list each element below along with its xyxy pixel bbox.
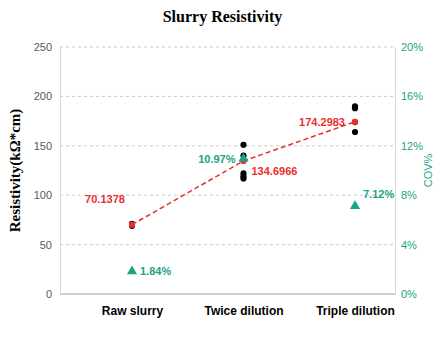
scatter-point — [127, 265, 137, 274]
grid-line — [60, 47, 395, 48]
scatter-point — [240, 142, 246, 148]
scatter-point — [238, 153, 248, 162]
grid-line — [60, 96, 395, 97]
y-tick-label: 150 — [34, 140, 52, 152]
grid-line — [60, 294, 395, 295]
line-marker — [352, 119, 358, 125]
chart: Slurry Resistivity 0 50 100 150 200 250 0% 4% 8% 1… — [0, 0, 445, 355]
series-line — [132, 122, 355, 225]
y2-tick-label: 8% — [401, 189, 417, 201]
data-label: 1.84% — [140, 265, 171, 277]
x-tick: Raw slurry — [102, 294, 164, 318]
data-label: 7.12% — [363, 188, 394, 200]
y-tick: 50 — [40, 239, 60, 251]
y-tick-label: 200 — [34, 90, 52, 102]
x-tick: Twice dilution — [204, 294, 283, 318]
y-tick: 200 — [34, 90, 60, 102]
line-marker — [129, 222, 135, 228]
grid-line — [60, 244, 395, 245]
title: Slurry Resistivity — [163, 8, 283, 26]
y2-tick: 4% — [395, 239, 417, 251]
scatter-point — [129, 221, 135, 227]
scatter-point — [350, 200, 360, 209]
y-tick: 0 — [46, 288, 60, 300]
data-labels: 70.1378 134.6966 174.2983 1.84% 10.97% 7.12% — [85, 116, 394, 277]
y2-tick: 0% — [395, 288, 417, 300]
y2-tick-label: 0% — [401, 288, 417, 300]
marks — [127, 103, 360, 274]
x-tick-label: Raw slurry — [102, 304, 164, 318]
y2-tick: 20% — [395, 41, 423, 53]
x-tick-label: Twice dilution — [204, 304, 283, 318]
y2-tick-label: 20% — [401, 41, 423, 53]
y-tick-label: 50 — [40, 239, 52, 251]
y2-axis: 0% 4% 8% 12% 16% 20% — [395, 41, 423, 300]
y2-tick-label: 16% — [401, 90, 423, 102]
x-axis-line — [60, 294, 395, 295]
y-tick-label: 250 — [34, 41, 52, 53]
y2-tick: 12% — [395, 140, 423, 152]
y2-tick: 8% — [395, 189, 417, 201]
y2-tick-label: 12% — [401, 140, 423, 152]
y2-tick-label: 4% — [401, 239, 417, 251]
y-axis-line — [60, 48, 61, 295]
scatter-point — [352, 129, 358, 135]
scatter-point — [240, 175, 246, 181]
grid — [60, 47, 395, 294]
y2-tick: 16% — [395, 90, 423, 102]
y-tick: 150 — [34, 140, 60, 152]
y-tick: 250 — [34, 41, 60, 53]
data-label: 174.2983 — [299, 116, 345, 128]
scatter-point — [352, 105, 358, 111]
y2-axis-line — [395, 48, 396, 295]
grid-line — [60, 145, 395, 146]
y-axis: 0 50 100 150 200 250 — [34, 41, 61, 300]
y2-axis-title: COV% — [422, 153, 434, 187]
y-tick-label: 100 — [34, 189, 52, 201]
data-label: 10.97% — [198, 153, 236, 165]
x-tick-label: Triple dilution — [316, 304, 395, 318]
y-tick: 100 — [34, 189, 60, 201]
x-tick: Triple dilution — [316, 294, 395, 318]
y-axis-title: Resistivity(kΩ*cm) — [7, 109, 24, 233]
data-label: 134.6966 — [252, 165, 298, 177]
x-axis: Raw slurry Twice dilution Triple dilution — [60, 294, 395, 318]
y-tick-label: 0 — [46, 288, 52, 300]
data-label: 70.1378 — [85, 193, 125, 205]
scatter-point — [352, 119, 358, 125]
